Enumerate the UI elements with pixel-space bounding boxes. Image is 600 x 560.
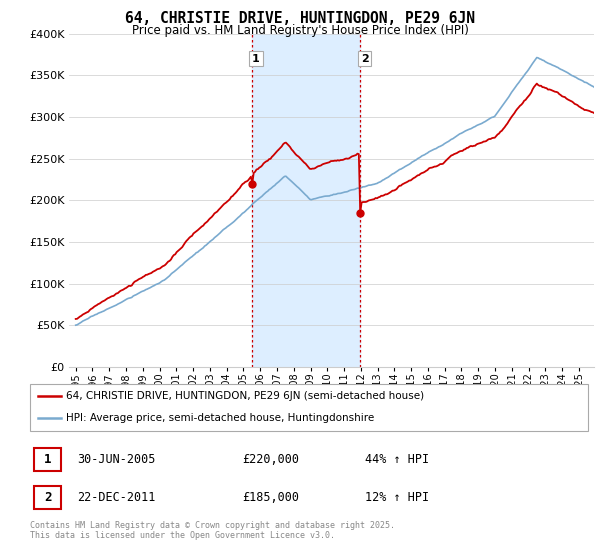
Text: Contains HM Land Registry data © Crown copyright and database right 2025.
This d: Contains HM Land Registry data © Crown c… [30, 521, 395, 540]
Text: Price paid vs. HM Land Registry's House Price Index (HPI): Price paid vs. HM Land Registry's House … [131, 24, 469, 36]
Bar [252, 34, 361, 367]
Text: 2: 2 [361, 54, 368, 64]
Text: 64, CHRISTIE DRIVE, HUNTINGDON, PE29 6JN: 64, CHRISTIE DRIVE, HUNTINGDON, PE29 6JN [125, 11, 475, 26]
Text: HPI: Average price, semi-detached house, Huntingdonshire: HPI: Average price, semi-detached house,… [66, 413, 374, 423]
Text: £220,000: £220,000 [242, 453, 299, 466]
Text: 64, CHRISTIE DRIVE, HUNTINGDON, PE29 6JN (semi-detached house): 64, CHRISTIE DRIVE, HUNTINGDON, PE29 6JN… [66, 391, 424, 402]
Bar [34, 486, 61, 509]
Text: 2: 2 [44, 491, 52, 504]
Text: 44% ↑ HPI: 44% ↑ HPI [365, 453, 429, 466]
Text: 1: 1 [44, 453, 52, 466]
Text: 1: 1 [252, 54, 260, 64]
Text: 30-JUN-2005: 30-JUN-2005 [77, 453, 156, 466]
Text: 22-DEC-2011: 22-DEC-2011 [77, 491, 156, 504]
Bar [34, 448, 61, 471]
Text: 12% ↑ HPI: 12% ↑ HPI [365, 491, 429, 504]
Text: £185,000: £185,000 [242, 491, 299, 504]
